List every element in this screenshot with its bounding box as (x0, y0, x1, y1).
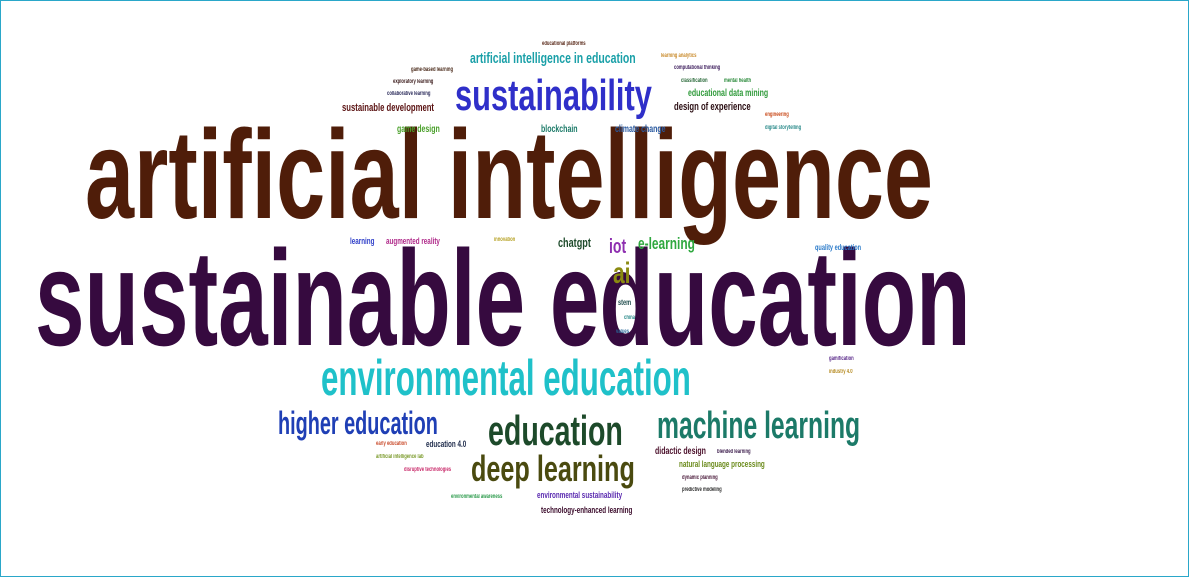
word-technology-enhanced-learning: technology-enhanced learning (541, 505, 633, 515)
word-environmental-sustainability: environmental sustainability (537, 490, 623, 500)
word-higher-education: higher education (278, 405, 438, 441)
word-innovation: innovation (494, 237, 516, 243)
word-environmental-awareness: environmental awareness (451, 494, 503, 500)
word-machine-learning: machine learning (657, 405, 861, 447)
word-values: values (616, 329, 630, 335)
word-digital-storytelling: digital storytelling (765, 125, 802, 131)
word-learning-analytics: learning analytics (661, 53, 697, 59)
word-sustainable-education: sustainable education (35, 222, 971, 374)
word-computational-thinking: computational thinking (674, 65, 721, 71)
word-early-education: early education (376, 441, 407, 447)
word-educational-platforms: educational platforms (542, 41, 586, 47)
word-predictive-modeling: predictive modeling (682, 487, 722, 493)
word-augmented-reality: augmented reality (386, 236, 440, 246)
word-educational-data-mining: educational data mining (688, 88, 769, 99)
word-china: china (624, 315, 635, 321)
word-collaborative-learning: collaborative learning (387, 91, 431, 97)
word-dynamic-planning: dynamic planning (682, 475, 718, 481)
word-education-4-0: education 4.0 (426, 439, 467, 449)
word-education: education (488, 407, 623, 454)
word-quality-education: quality education (815, 243, 862, 252)
word-classification: classification (681, 78, 708, 84)
word-e-learning: e-learning (638, 234, 695, 253)
word-stem: stem (618, 298, 632, 307)
word-design-of-experience: design of experience (674, 101, 751, 113)
word-artificial-intelligence-lab: artificial intelligence lab (376, 454, 424, 460)
word-game-based-learning: game-based learning (411, 67, 454, 73)
word-disruptive-technologies: disruptive technologies (404, 467, 452, 473)
word-artificial-intelligence-in-education: artificial intelligence in education (470, 50, 636, 67)
word-engineering: engineering (765, 112, 789, 118)
word-industry-4-0: industry 4.0 (829, 369, 853, 375)
word-climate-change: climate change (615, 124, 666, 135)
word-artificial-intelligence: artificial intelligence (85, 104, 933, 245)
word-deep-learning: deep learning (471, 448, 635, 489)
word-game-design: game design (397, 124, 440, 135)
word-ai: ai (613, 257, 631, 290)
word-sustainable-development: sustainable development (342, 102, 435, 114)
word-sustainability: sustainability (455, 71, 652, 120)
word-blockchain: blockchain (541, 124, 578, 135)
word-exploratory-learning: exploratory learning (393, 79, 434, 85)
word-iot: iot (609, 236, 627, 258)
word-blended-learning: blended learning (717, 449, 751, 455)
word-natural-language-processing: natural language processing (679, 459, 765, 469)
word-environmental-education: environmental education (321, 350, 691, 406)
word-chatgpt: chatgpt (558, 235, 591, 250)
word-learning: learning (350, 236, 375, 246)
word-didactic-design: didactic design (655, 446, 706, 457)
word-mental-health: mental health (724, 78, 752, 84)
word-gamification: gamification (829, 356, 854, 362)
